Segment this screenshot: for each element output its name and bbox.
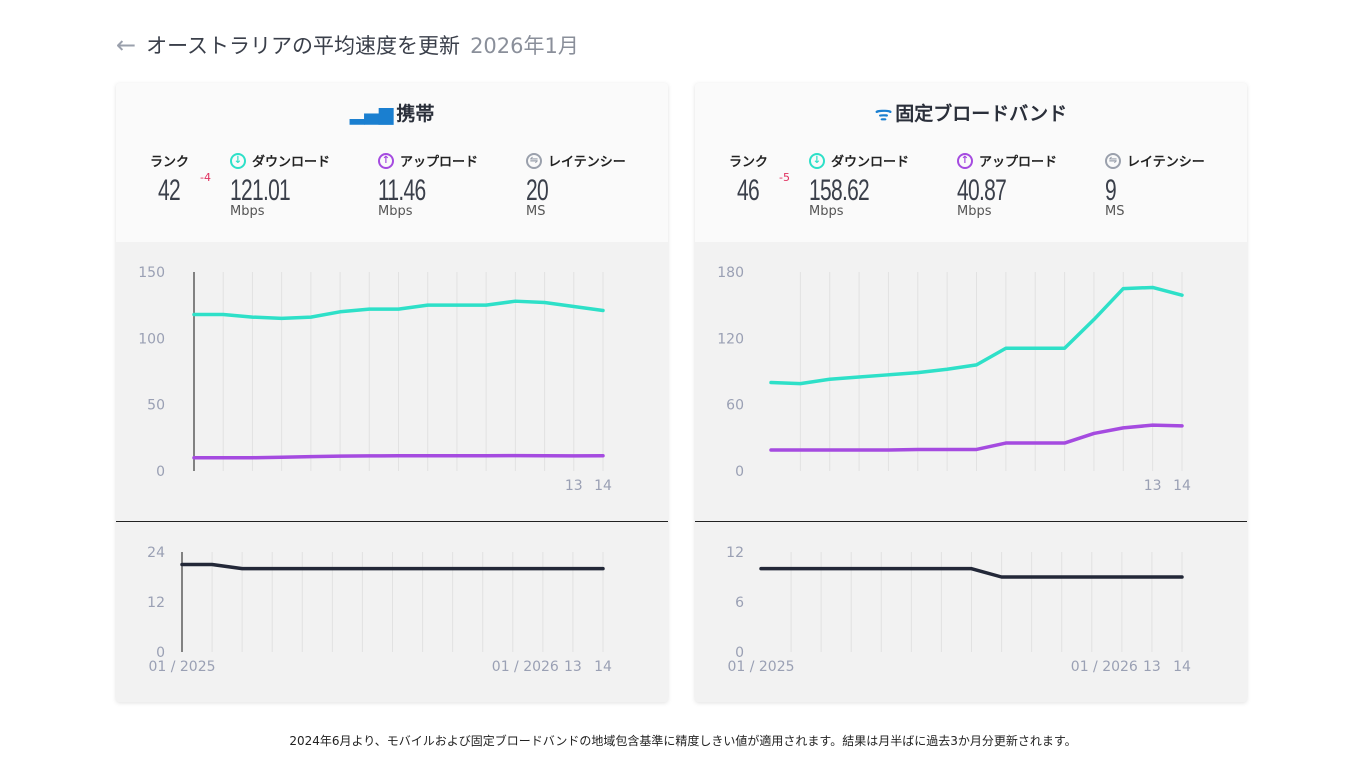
- rank-label: ランク: [150, 155, 190, 170]
- latency-value: 20: [526, 174, 549, 207]
- rank-value: 46: [737, 174, 760, 207]
- upload-line: [192, 453, 605, 460]
- latency-unit: MS: [1105, 204, 1125, 219]
- y-tick-label: 24: [147, 545, 165, 561]
- download-line: [192, 299, 605, 321]
- latency-icon: ⇋: [526, 152, 542, 169]
- latency-metric: ⇋ レイテンシー 20 MS: [526, 151, 626, 219]
- x-tick-label: 14: [594, 478, 612, 494]
- y-tick-label: 6: [735, 595, 744, 611]
- rank-delta: -4: [200, 171, 211, 184]
- y-tick-label: 0: [156, 645, 165, 661]
- latency-icon: ⇋: [1105, 152, 1121, 169]
- charts: 0 50 100 150 13 14 0 12 24 01 / 2025 01 / 2026 13 14: [138, 265, 612, 675]
- x-tick-label: 13: [565, 478, 583, 494]
- latency-label: レイテンシー: [1127, 155, 1205, 170]
- latency-metric: ⇋ レイテンシー 9 MS: [1105, 151, 1205, 219]
- mobile-card: ▂▄▆ 携帯 ランク 42 -4 ↓ ダウンロード 121.01 Mbps ↑ アップ…: [116, 83, 668, 702]
- y-tick-label: 150: [138, 265, 165, 281]
- download-icon: ↓: [809, 152, 825, 169]
- x-tick-label: 14: [1173, 659, 1191, 675]
- x-tick-label: 01 / 2026: [492, 659, 559, 675]
- latency-line: [180, 562, 605, 571]
- latency-unit: MS: [526, 204, 546, 219]
- upload-value: 40.87: [957, 174, 1007, 207]
- upload-icon: ↑: [378, 152, 394, 169]
- rank-metric: ランク 46 -5: [729, 151, 790, 208]
- card-title: ᯤ 固定ブロードバンド: [695, 99, 1247, 126]
- upload-icon: ↑: [957, 152, 973, 169]
- page-header: ← オーストラリアの平均速度を更新 2026年1月: [116, 30, 579, 60]
- page-date: 2026年1月: [470, 34, 579, 58]
- chart-divider: [116, 521, 668, 522]
- y-tick-label: 100: [138, 331, 165, 347]
- signal-bars-icon: ▂▄▆: [349, 103, 394, 125]
- latency-value: 9: [1105, 174, 1117, 207]
- download-value: 121.01: [230, 174, 291, 207]
- y-tick-label: 0: [156, 464, 165, 480]
- y-tick-label: 60: [726, 398, 744, 414]
- y-tick-label: 120: [717, 331, 744, 347]
- y-tick-label: 12: [726, 545, 744, 561]
- back-arrow-icon[interactable]: ←: [116, 31, 137, 59]
- upload-metric: ↑ アップロード 11.46 Mbps: [378, 151, 478, 219]
- y-tick-label: 0: [735, 645, 744, 661]
- wifi-icon: ᯤ: [874, 103, 893, 125]
- rank-metric: ランク 42 -4: [150, 151, 211, 208]
- fixed-broadband-card: ᯤ 固定ブロードバンド ランク 46 -5 ↓ ダウンロード 158.62 Mbps…: [695, 83, 1247, 702]
- download-label: ダウンロード: [252, 155, 331, 170]
- card-title-text: 固定ブロードバンド: [895, 103, 1068, 125]
- download-metric: ↓ ダウンロード 121.01 Mbps: [230, 151, 330, 219]
- card-title: ▂▄▆ 携帯: [116, 99, 668, 126]
- x-tick-label: 01 / 2025: [148, 659, 215, 675]
- x-tick-label: 14: [1173, 478, 1191, 494]
- download-value: 158.62: [809, 174, 870, 207]
- upload-line: [769, 423, 1184, 452]
- chart-divider: [695, 521, 1247, 522]
- y-tick-label: 50: [147, 398, 165, 414]
- charts: 0 60 120 180 13 14 0 6 12 01 / 2025 01 / 2026 13 14: [717, 265, 1191, 675]
- card-header: ▂▄▆ 携帯 ランク 42 -4 ↓ ダウンロード 121.01 Mbps ↑ アップ…: [116, 83, 668, 242]
- upload-metric: ↑ アップロード 40.87 Mbps: [957, 151, 1057, 219]
- upload-label: アップロード: [979, 155, 1058, 170]
- upload-label: アップロード: [400, 155, 479, 170]
- card-title-text: 携帯: [396, 103, 435, 125]
- rank-delta: -5: [779, 171, 790, 184]
- upload-unit: Mbps: [957, 204, 992, 219]
- footnote: 2024年6月より、モバイルおよび固定ブロードバンドの地域包含基準に精度しきい値…: [289, 734, 1077, 748]
- latency-line: [759, 566, 1184, 579]
- x-tick-label: 14: [594, 659, 612, 675]
- y-tick-label: 0: [735, 464, 744, 480]
- download-line: [769, 285, 1184, 386]
- download-unit: Mbps: [809, 204, 844, 219]
- x-tick-label: 01 / 2026: [1071, 659, 1138, 675]
- upload-value: 11.46: [378, 174, 426, 207]
- x-tick-label: 13: [1144, 478, 1162, 494]
- rank-label: ランク: [729, 155, 769, 170]
- latency-label: レイテンシー: [548, 155, 626, 170]
- download-metric: ↓ ダウンロード 158.62 Mbps: [809, 151, 909, 219]
- x-tick-label: 13: [564, 659, 582, 675]
- x-tick-label: 01 / 2025: [727, 659, 794, 675]
- y-tick-label: 12: [147, 595, 165, 611]
- y-tick-label: 180: [717, 265, 744, 281]
- rank-value: 42: [158, 174, 181, 207]
- download-label: ダウンロード: [831, 155, 910, 170]
- card-header: ᯤ 固定ブロードバンド ランク 46 -5 ↓ ダウンロード 158.62 Mbps…: [695, 83, 1247, 242]
- download-unit: Mbps: [230, 204, 265, 219]
- download-icon: ↓: [230, 152, 246, 169]
- page-title: オーストラリアの平均速度を更新: [146, 34, 461, 58]
- x-tick-label: 13: [1143, 659, 1161, 675]
- upload-unit: Mbps: [378, 204, 413, 219]
